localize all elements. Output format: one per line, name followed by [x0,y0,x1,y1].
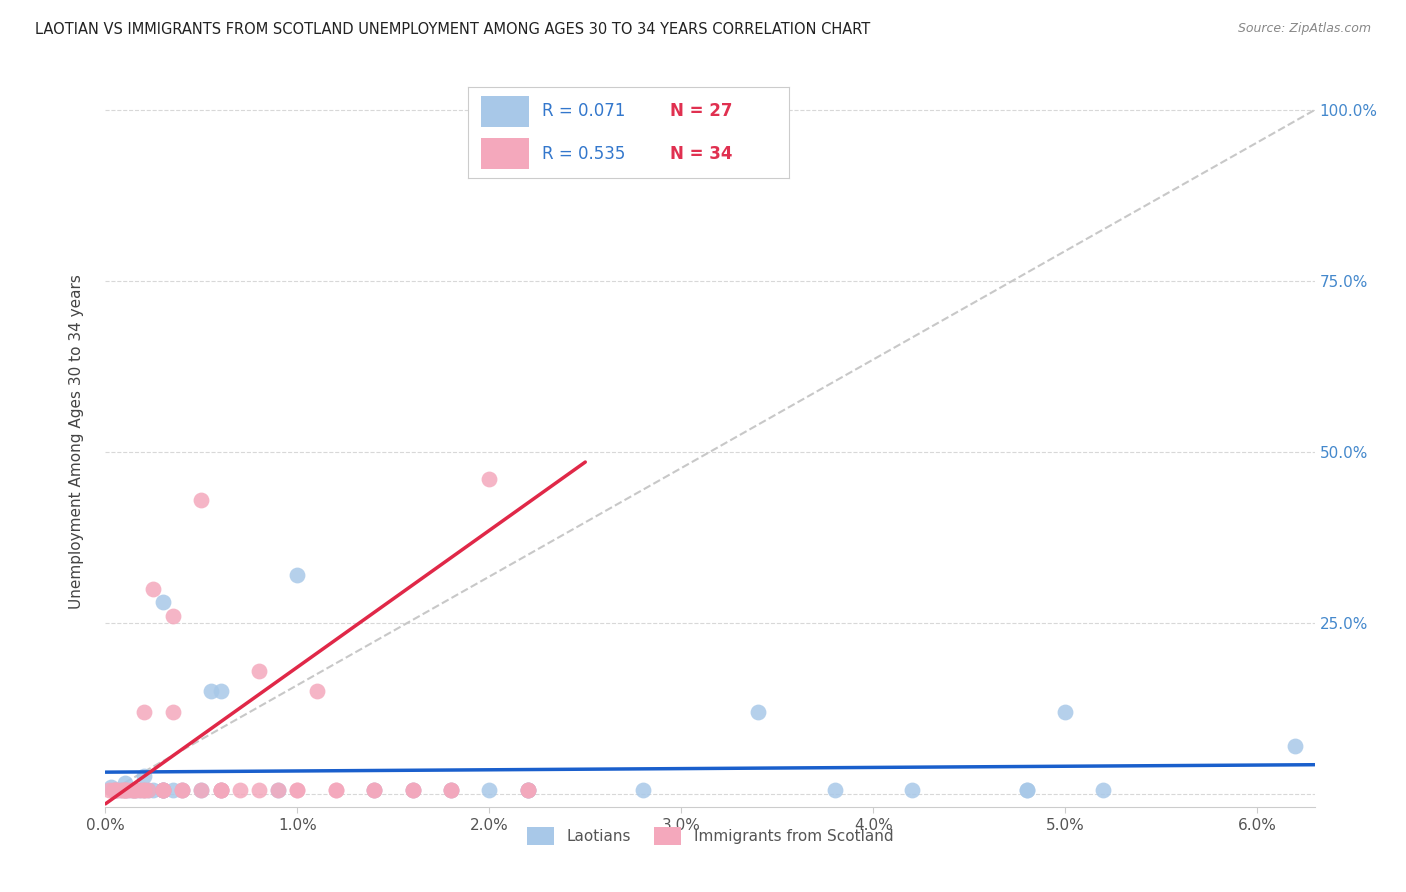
Point [125,783,148,797]
Point [267,783,290,797]
Point [401,783,423,797]
Legend: Laotians, Immigrants from Scotland: Laotians, Immigrants from Scotland [520,821,900,851]
Point [516,783,538,797]
Point [287,567,309,582]
Point [142,783,165,797]
Point [516,783,538,797]
Point [152,595,174,609]
Point [190,492,212,507]
Point [114,783,136,797]
Point [172,783,194,797]
Point [209,684,232,698]
Point [110,783,132,797]
Y-axis label: Unemployment Among Ages 30 to 34 years: Unemployment Among Ages 30 to 34 years [69,274,84,609]
Point [110,783,132,797]
Point [114,776,136,790]
Point [287,783,309,797]
Point [478,783,501,797]
Point [98,783,121,797]
Point [132,705,155,719]
Point [325,783,347,797]
Point [129,783,152,797]
Point [136,783,159,797]
Point [132,783,155,797]
Point [516,783,538,797]
Point [162,783,184,797]
Point [117,783,139,797]
Text: LAOTIAN VS IMMIGRANTS FROM SCOTLAND UNEMPLOYMENT AMONG AGES 30 TO 34 YEARS CORRE: LAOTIAN VS IMMIGRANTS FROM SCOTLAND UNEM… [35,22,870,37]
Point [162,608,184,623]
Point [152,783,174,797]
Point [900,783,922,797]
Point [132,783,155,797]
Point [105,783,128,797]
Point [287,783,309,797]
Point [114,783,136,797]
Point [401,783,423,797]
Point [1054,705,1077,719]
Point [200,684,222,698]
Point [1092,783,1115,797]
Point [209,783,232,797]
Point [229,783,252,797]
Point [100,780,122,794]
Point [267,783,290,797]
Point [136,783,159,797]
Point [111,783,134,797]
Point [121,783,143,797]
Point [190,783,212,797]
Point [747,705,769,719]
Point [172,783,194,797]
Point [114,783,136,797]
Point [440,783,463,797]
Point [440,783,463,797]
Point [172,783,194,797]
Point [1015,783,1038,797]
Point [122,783,145,797]
Point [209,783,232,797]
Point [142,582,165,596]
Point [440,783,463,797]
Point [824,783,846,797]
Point [104,783,127,797]
Point [152,783,174,797]
Point [363,783,385,797]
Point [129,783,152,797]
Point [114,783,136,797]
Point [152,783,174,797]
Point [363,783,385,797]
Point [1015,783,1038,797]
Point [105,783,128,797]
Point [152,783,174,797]
Point [132,770,155,784]
Point [101,783,124,797]
Point [117,783,139,797]
Point [209,783,232,797]
Point [190,783,212,797]
Text: Source: ZipAtlas.com: Source: ZipAtlas.com [1237,22,1371,36]
Point [363,783,385,797]
Point [125,783,148,797]
Point [152,783,174,797]
Point [631,783,654,797]
Point [132,783,155,797]
Point [516,783,538,797]
Point [305,684,328,698]
Point [121,783,143,797]
Point [122,783,145,797]
Point [247,783,270,797]
Point [247,664,270,678]
Point [1284,739,1306,753]
Point [152,783,174,797]
Point [104,783,127,797]
Point [162,705,184,719]
Point [401,783,423,797]
Point [122,783,145,797]
Point [325,783,347,797]
Point [478,472,501,486]
Point [209,783,232,797]
Point [104,783,127,797]
